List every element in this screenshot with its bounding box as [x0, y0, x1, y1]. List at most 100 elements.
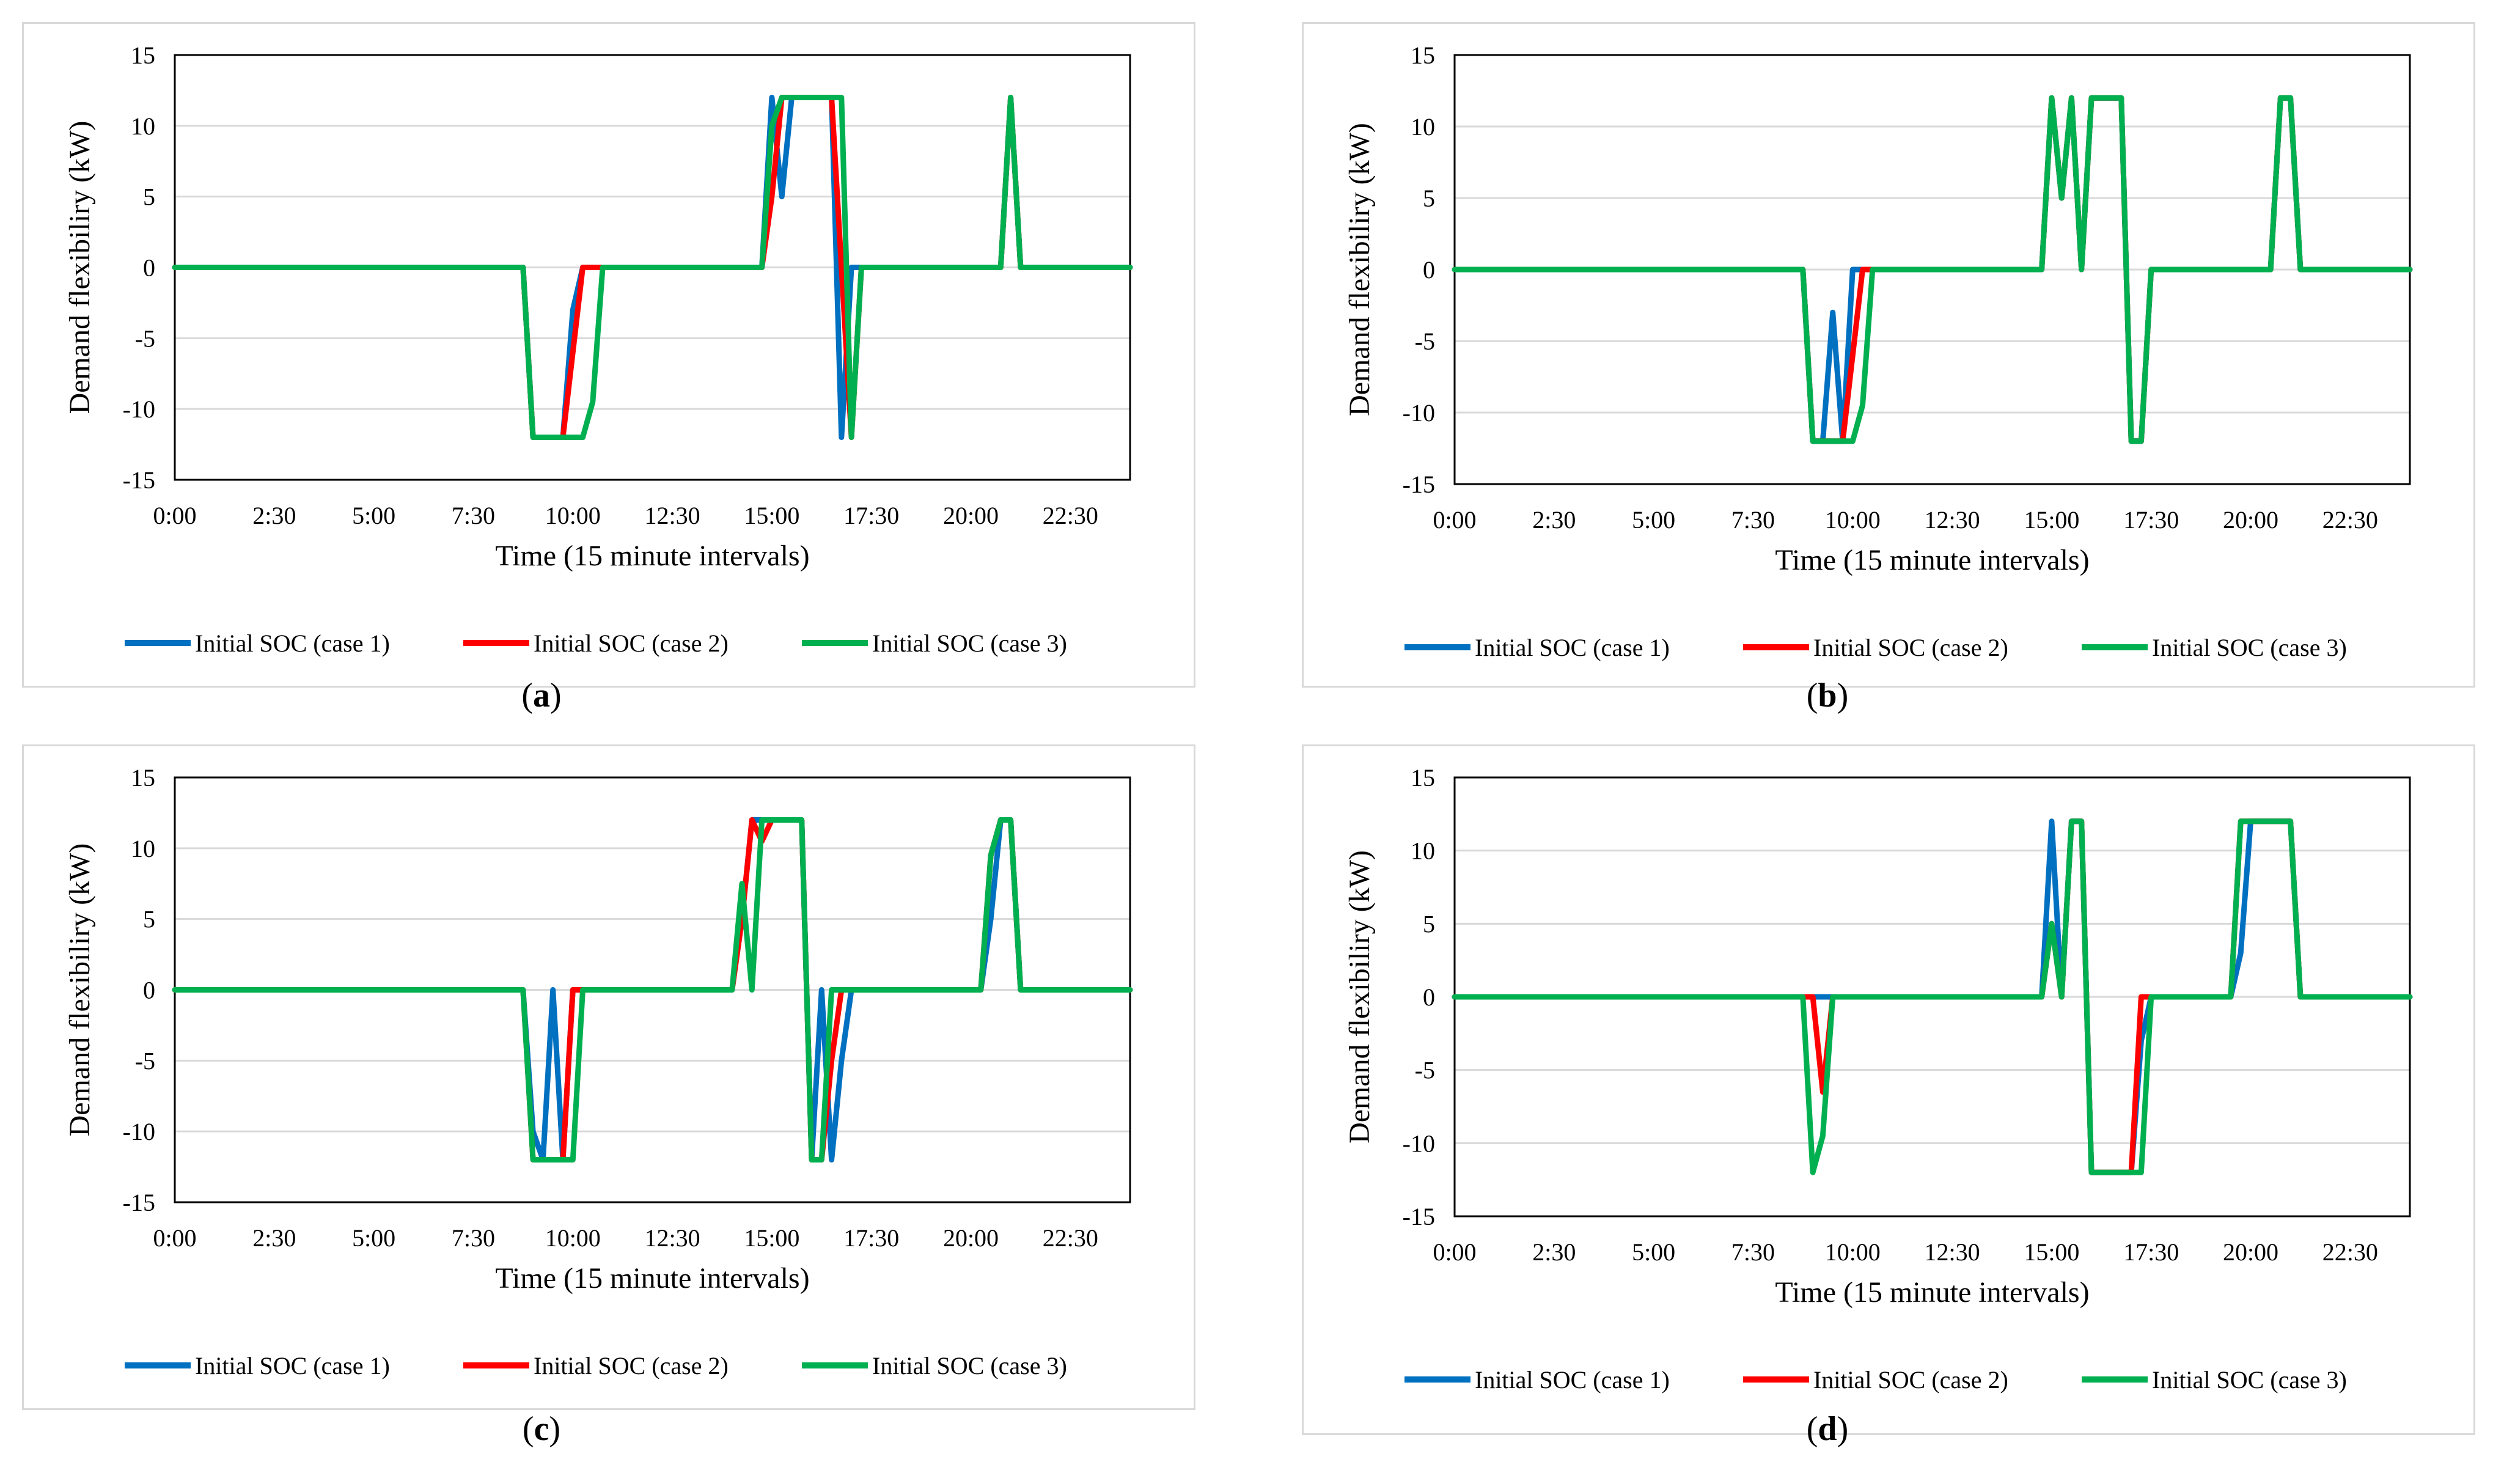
panel-caption-a: (a)	[521, 677, 562, 714]
y-tick-label: 10	[131, 112, 155, 140]
panel-caption-d: (d)	[1806, 1410, 1849, 1448]
legend-item-case-2: Initial SOC (case 2)	[463, 630, 729, 657]
x-tick-label: 15:00	[744, 1224, 799, 1252]
y-tick-label: 5	[1423, 910, 1435, 938]
y-tick-label: 5	[143, 906, 155, 933]
y-axis-title: Demand flexibiliry (kW)	[64, 121, 96, 414]
x-tick-label: 12:30	[1925, 1238, 1980, 1266]
series-line-case-3	[172, 95, 1133, 440]
legend-label: Initial SOC (case 2)	[1813, 1366, 2008, 1394]
legend-label: Initial SOC (case 2)	[534, 630, 729, 657]
x-tick-label: 7:30	[1731, 1238, 1775, 1266]
x-tick-label: 7:30	[1731, 506, 1775, 534]
x-tick-label: 12:30	[1925, 506, 1980, 534]
x-tick-label: 22:30	[1043, 1224, 1098, 1252]
x-tick-label: 22:30	[2322, 1238, 2378, 1266]
y-tick-label: -10	[123, 1118, 155, 1145]
x-tick-label: 5:00	[1632, 1238, 1675, 1266]
legend-label: Initial SOC (case 1)	[1475, 1366, 1670, 1394]
legend-item-case-3: Initial SOC (case 3)	[2082, 634, 2347, 661]
chart-b: 15 10 5 0 -5 -10 -15 0:00 2:30 5:00 7:30 10:00 12:30…	[1343, 42, 2413, 661]
x-tick-label: 10:00	[1825, 1238, 1881, 1266]
series-line-case-3	[172, 817, 1133, 1163]
chart-c: 15 10 5 0 -5 -10 -15 0:00 2:30 5:00 7:30 10:00 12:30…	[64, 764, 1133, 1379]
y-axis-title: Demand flexibiliry (kW)	[64, 843, 96, 1137]
series-line-case-3	[1452, 818, 2413, 1175]
y-tick-label: -10	[1403, 399, 1435, 427]
x-tick-label: 2:30	[1532, 1238, 1576, 1266]
panel-caption-letter: c	[534, 1410, 549, 1448]
x-tick-label: 0:00	[1433, 506, 1476, 534]
series-line-case-3	[1452, 95, 2413, 444]
panel-caption-letter: b	[1818, 677, 1837, 714]
legend-item-case-3: Initial SOC (case 3)	[802, 630, 1067, 657]
legend-item-case-1: Initial SOC (case 1)	[1404, 634, 1670, 661]
x-axis-title: Time (15 minute intervals)	[1775, 1276, 2089, 1309]
y-tick-label: -5	[135, 325, 155, 352]
legend-label: Initial SOC (case 2)	[534, 1352, 729, 1379]
x-tick-label: 15:00	[2024, 1238, 2079, 1266]
y-tick-label: 15	[1411, 42, 1435, 69]
chart-panel-a-frame	[22, 22, 1195, 688]
y-tick-label: 10	[1411, 837, 1435, 865]
x-tick-label: 2:30	[1532, 506, 1576, 534]
y-tick-label: -5	[135, 1047, 155, 1074]
y-tick-label: 15	[131, 764, 155, 792]
legend-item-case-2: Initial SOC (case 2)	[1743, 1366, 2008, 1394]
chart-d: 15 10 5 0 -5 -10 -15 0:00 2:30 5:00 7:30 10:00 12:30…	[1343, 764, 2413, 1394]
panel-caption-b: (b)	[1806, 677, 1849, 714]
y-tick-label: -15	[1403, 471, 1435, 498]
legend-label: Initial SOC (case 2)	[1813, 634, 2008, 661]
y-tick-label: -5	[1415, 1057, 1435, 1084]
y-tick-label: 5	[1423, 185, 1435, 212]
x-tick-label: 20:00	[2223, 1238, 2278, 1266]
x-tick-label: 20:00	[943, 1224, 999, 1252]
legend-item-case-2: Initial SOC (case 2)	[1743, 634, 2008, 661]
y-tick-label: -15	[123, 1189, 155, 1216]
legend-label: Initial SOC (case 3)	[872, 630, 1067, 657]
y-tick-label: 10	[1411, 113, 1435, 141]
y-tick-label: -10	[1403, 1130, 1435, 1157]
x-tick-label: 17:30	[2123, 1238, 2179, 1266]
x-tick-label: 5:00	[352, 502, 395, 529]
x-tick-label: 15:00	[2024, 506, 2079, 534]
legend-item-case-3: Initial SOC (case 3)	[802, 1352, 1067, 1379]
x-tick-label: 12:30	[645, 502, 700, 529]
x-tick-label: 5:00	[1632, 506, 1675, 534]
y-tick-label: 10	[131, 835, 155, 862]
legend-label: Initial SOC (case 1)	[1475, 634, 1670, 661]
x-axis-title: Time (15 minute intervals)	[495, 1262, 809, 1295]
x-tick-label: 0:00	[153, 502, 196, 529]
y-tick-label: -15	[123, 466, 155, 494]
x-tick-label: 17:30	[2123, 506, 2179, 534]
y-tick-label: 15	[1411, 764, 1435, 792]
x-tick-label: 22:30	[1043, 502, 1098, 529]
y-tick-label: -10	[123, 395, 155, 423]
chart-panel-d-frame	[1302, 744, 2475, 1435]
legend-item-case-2: Initial SOC (case 2)	[463, 1352, 729, 1379]
chart-a: 15 10 5 0 -5 -10 -15 0:00 2:30 5:00 7:30 10:00 12:30…	[64, 42, 1133, 657]
x-tick-label: 5:00	[352, 1224, 395, 1252]
x-tick-label: 10:00	[1825, 506, 1881, 534]
x-tick-label: 2:30	[252, 1224, 296, 1252]
legend-label: Initial SOC (case 1)	[195, 1352, 390, 1379]
x-tick-label: 20:00	[2223, 506, 2278, 534]
legend-item-case-1: Initial SOC (case 1)	[125, 1352, 390, 1379]
legend-item-case-3: Initial SOC (case 3)	[2082, 1366, 2347, 1394]
x-tick-label: 15:00	[744, 502, 799, 529]
legend-label: Initial SOC (case 1)	[195, 630, 390, 657]
x-tick-label: 17:30	[843, 1224, 899, 1252]
x-axis-title: Time (15 minute intervals)	[495, 540, 809, 572]
x-axis-title: Time (15 minute intervals)	[1775, 544, 2089, 576]
x-tick-label: 10:00	[545, 502, 601, 529]
y-tick-label: 0	[1423, 256, 1435, 284]
legend-item-case-1: Initial SOC (case 1)	[1404, 1366, 1670, 1394]
y-tick-label: 15	[131, 42, 155, 69]
legend-label: Initial SOC (case 3)	[2152, 634, 2347, 661]
y-tick-label: 0	[1423, 983, 1435, 1011]
panel-caption-letter: a	[533, 677, 550, 714]
y-tick-label: 0	[143, 977, 155, 1004]
y-tick-label: -5	[1415, 328, 1435, 355]
y-axis-title: Demand flexibiliry (kW)	[1343, 850, 1376, 1144]
